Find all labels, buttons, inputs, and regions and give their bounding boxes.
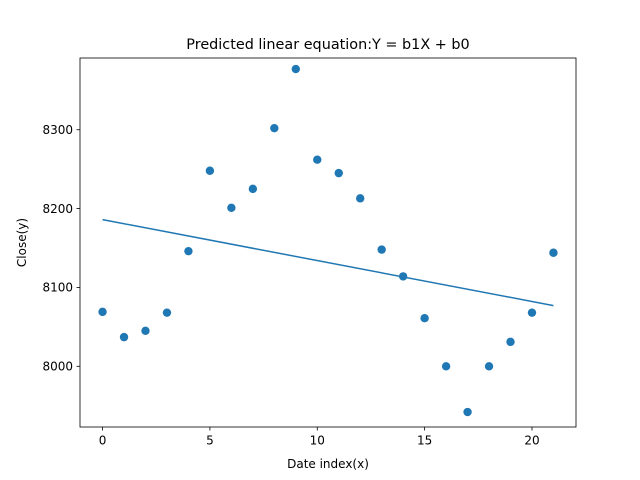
- x-tick-label: 10: [310, 434, 325, 448]
- data-point: [441, 362, 451, 371]
- chart-title: Predicted linear equation:Y = b1X + b0: [186, 37, 469, 53]
- data-point: [184, 246, 193, 256]
- data-point: [527, 308, 537, 317]
- y-axis-label: Close(y): [15, 218, 29, 267]
- y-tick-label: 8200: [42, 202, 73, 216]
- data-point: [205, 166, 215, 175]
- y-tick-label: 8300: [42, 123, 73, 137]
- data-point: [398, 272, 408, 281]
- data-point: [270, 123, 279, 133]
- data-point: [377, 245, 386, 254]
- data-point: [506, 337, 515, 347]
- y-tick-label: 8100: [42, 281, 73, 295]
- x-tick-label: 20: [524, 434, 539, 448]
- y-axis-ticks: 8000 8100 8200 8300: [42, 123, 80, 374]
- data-point: [141, 326, 150, 336]
- data-point: [334, 168, 343, 178]
- regression-line: [102, 218, 554, 307]
- data-point: [313, 155, 322, 164]
- data-point: [119, 332, 129, 342]
- data-point: [420, 313, 429, 323]
- x-axis-label: Date index(x): [287, 457, 369, 471]
- x-tick-label: 15: [417, 434, 432, 448]
- data-point: [227, 203, 236, 213]
- x-tick-label: 5: [206, 434, 214, 448]
- data-point: [356, 194, 365, 203]
- data-point: [248, 184, 258, 194]
- chart-marks: [98, 64, 558, 417]
- data-point: [463, 407, 472, 417]
- data-point: [162, 308, 172, 317]
- data-point: [98, 307, 107, 317]
- data-point: [549, 248, 558, 257]
- x-axis-ticks: 0 5 10 15 20: [99, 427, 540, 448]
- data-point: [484, 362, 494, 371]
- data-point: [291, 64, 300, 74]
- y-tick-label: 8000: [42, 360, 73, 374]
- x-tick-label: 0: [99, 434, 107, 448]
- plot-area: [79, 57, 577, 428]
